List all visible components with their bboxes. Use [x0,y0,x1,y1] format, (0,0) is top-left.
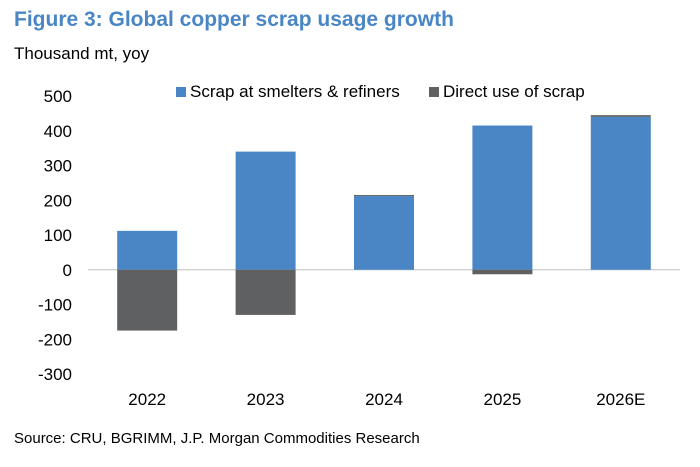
x-tick-label: 2025 [483,390,521,409]
y-tick-label: -100 [38,296,72,315]
y-tick-label: -200 [38,330,72,349]
bar-scrap-smelters-2023 [235,151,296,270]
bars [117,115,651,331]
legend-label: Direct use of scrap [443,82,585,101]
y-tick-label: -300 [38,365,72,384]
x-axis-ticks: 2022 2023 2024 2025 2026E [128,390,645,409]
y-axis-ticks: 500 400 300 200 100 0 -100 -200 -300 [38,87,72,384]
source-note: Source: CRU, BGRIMM, J.P. Morgan Commodi… [14,430,420,447]
y-tick-label: 100 [44,226,72,245]
bar-direct-use-2026e [590,115,651,117]
legend-swatch [429,87,439,97]
bar-scrap-smelters-2022 [117,230,178,270]
legend-swatch [176,87,186,97]
bar-scrap-smelters-2025 [472,125,533,270]
x-tick-label: 2024 [365,390,403,409]
y-tick-label: 300 [44,157,72,176]
bar-direct-use-2023 [235,269,296,315]
bar-direct-use-2025 [472,269,533,275]
x-tick-label: 2026E [596,390,645,409]
y-tick-label: 0 [63,261,72,280]
bar-scrap-smelters-2026e [590,116,651,270]
x-tick-label: 2022 [128,390,166,409]
bar-scrap-smelters-2024 [354,196,414,270]
y-tick-label: 500 [44,87,72,106]
bar-direct-use-2024 [354,195,414,197]
y-tick-label: 200 [44,191,72,210]
x-tick-label: 2023 [247,390,285,409]
bar-direct-use-2022 [117,269,178,331]
chart-subtitle: Thousand mt, yoy [14,44,150,63]
legend: Scrap at smelters & refiners Direct use o… [176,82,585,101]
legend-label: Scrap at smelters & refiners [190,82,400,101]
chart-title: Figure 3: Global copper scrap usage grow… [14,8,454,31]
y-tick-label: 400 [44,122,72,141]
